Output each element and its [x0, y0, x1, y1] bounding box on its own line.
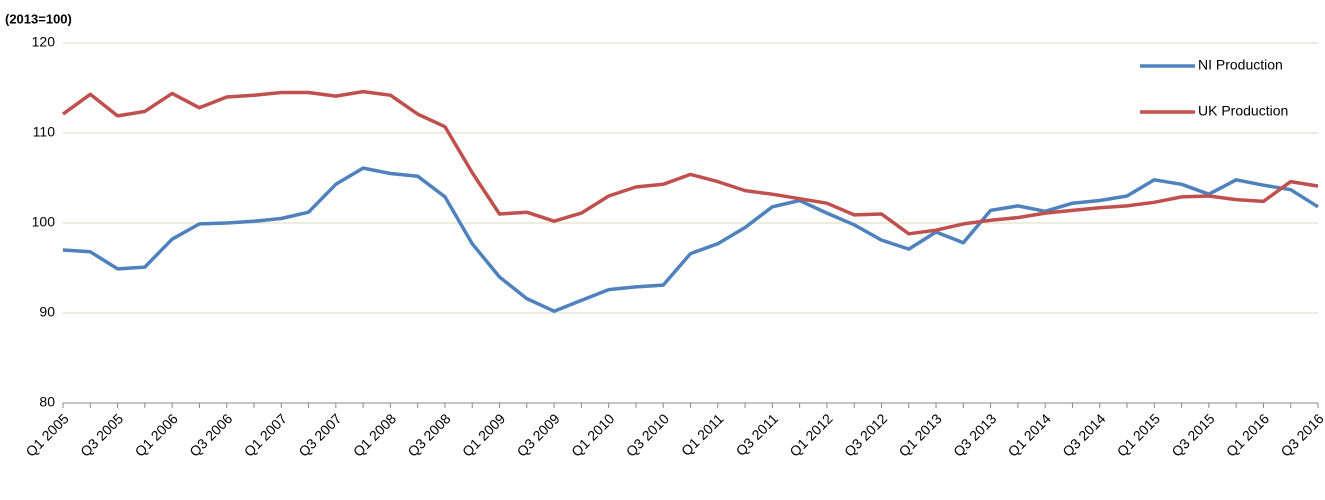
x-tick-label: Q3 2009: [514, 410, 563, 459]
y-tick-label: 100: [32, 214, 56, 230]
x-tick-label: Q3 2012: [841, 410, 890, 459]
x-tick-label: Q1 2012: [786, 410, 835, 459]
x-tick-label: Q3 2015: [1168, 410, 1217, 459]
x-tick-label: Q1 2011: [678, 410, 727, 459]
x-tick-label: Q1 2016: [1223, 410, 1272, 459]
chart-subtitle: (2013=100): [5, 11, 72, 26]
x-tick-label: Q3 2016: [1277, 410, 1325, 459]
x-tick-label: Q1 2015: [1114, 410, 1163, 459]
x-tick-label: Q3 2013: [950, 410, 999, 459]
x-tick-label: Q1 2007: [241, 410, 290, 459]
y-tick-label: 80: [39, 394, 55, 410]
x-tick-label: Q1 2009: [459, 410, 508, 459]
x-tick-label: Q3 2006: [186, 410, 235, 459]
x-tick-label: Q3 2008: [404, 410, 453, 459]
x-tick-label: Q1 2014: [1005, 410, 1054, 459]
x-tick-label: Q3 2011: [733, 410, 782, 459]
x-tick-label: Q3 2010: [623, 410, 672, 459]
series-line: [61, 89, 1319, 236]
legend-label: NI Production: [1198, 57, 1283, 73]
x-tick-label: Q1 2008: [350, 410, 399, 459]
x-tick-label: Q1 2006: [132, 410, 181, 459]
legend-label: UK Production: [1198, 103, 1288, 119]
x-tick-label: Q3 2007: [295, 410, 344, 459]
x-tick-label: Q3 2005: [77, 410, 126, 459]
y-tick-label: 90: [39, 304, 55, 320]
x-tick-label: Q1 2010: [568, 410, 617, 459]
y-tick-label: 120: [32, 34, 56, 50]
x-tick-label: Q1 2005: [22, 410, 71, 459]
x-tick-label: Q3 2014: [1059, 410, 1108, 459]
x-tick-label: Q1 2013: [895, 410, 944, 459]
series-line: [62, 166, 1319, 313]
y-tick-label: 110: [33, 124, 56, 140]
